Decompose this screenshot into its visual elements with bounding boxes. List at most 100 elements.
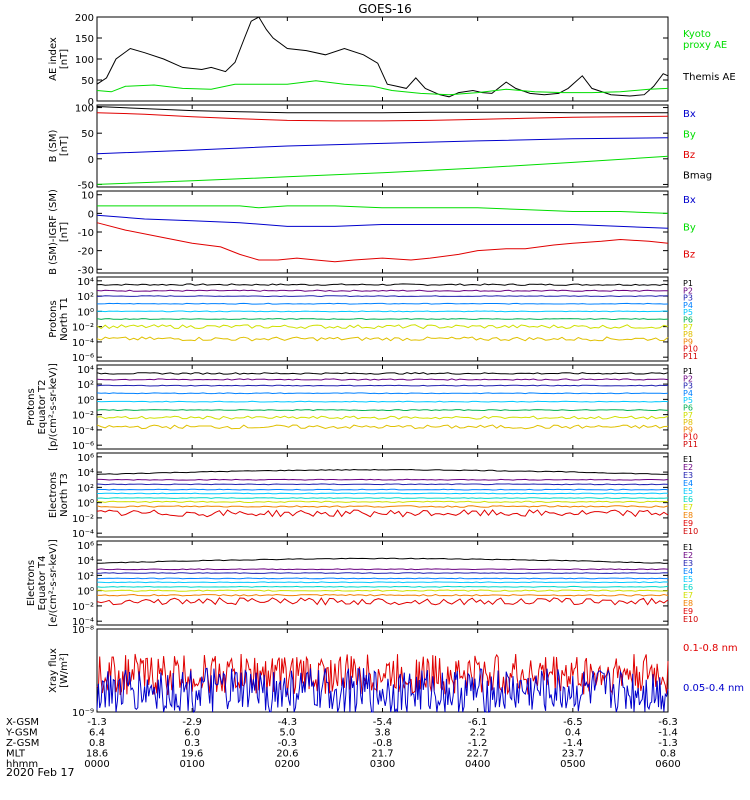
- y-tick-label: -50: [78, 180, 94, 191]
- series-p4: [97, 302, 669, 305]
- y-tick-label: 100: [75, 104, 94, 115]
- legend-entry: Bz: [683, 250, 695, 261]
- legend-entry: By: [683, 130, 696, 141]
- series-p2: [96, 378, 669, 381]
- legend-entry: P10: [683, 433, 698, 442]
- legend-entry: E7: [683, 591, 693, 600]
- legend-entry: P5: [683, 308, 693, 317]
- y-axis-label: [nT]: [59, 136, 70, 156]
- legend-entry: Bx: [683, 109, 696, 120]
- y-axis-label: Equator T4: [37, 556, 48, 611]
- y-tick-label: 10⁻²: [72, 411, 94, 422]
- series-p3: [96, 295, 669, 298]
- series-p6: [96, 409, 669, 412]
- legend-entry: 0.1-0.8 nm: [683, 643, 738, 654]
- ephemeris-value: -6.3: [658, 717, 678, 728]
- series-e9: [96, 509, 669, 518]
- y-axis-label: Electrons: [26, 560, 37, 606]
- series-p5: [96, 400, 669, 403]
- ephemeris-value: 0.8: [89, 738, 105, 749]
- legend-entry: Bx: [683, 195, 696, 206]
- y-axis-label: Equator T2: [37, 380, 48, 435]
- legend-entry: Bz: [683, 150, 695, 161]
- series-themis-ae: [96, 16, 669, 98]
- ephemeris-row-label: MLT: [6, 749, 26, 760]
- legend-entry: E6: [683, 583, 693, 592]
- ephemeris-value: -5.4: [373, 717, 393, 728]
- ephemeris-value: -4.3: [278, 717, 298, 728]
- y-tick-label: 10⁰: [77, 307, 94, 318]
- series-e9: [96, 597, 669, 606]
- panel-frame: [96, 364, 669, 450]
- ephemeris-value: -0.3: [278, 738, 298, 749]
- ephemeris-value: 3.8: [375, 728, 391, 739]
- ephemeris-table: X-GSM -1.3 -2.9 -4.3 -5.4 -6.1 -6.5 -6.3 Y-GSM 6.…: [5, 717, 681, 770]
- legend-entry: E8: [683, 599, 693, 608]
- ephemeris-value: 23.7: [562, 749, 584, 760]
- legend-entry: E2: [683, 551, 693, 560]
- ephemeris-value: 20.6: [276, 749, 298, 760]
- y-tick-label: 10²: [77, 483, 94, 494]
- ephemeris-value: 0200: [275, 759, 300, 770]
- y-tick-label: 10⁻²: [72, 602, 94, 613]
- panel-pn: 10⁴ 10² 10⁰ 10⁻² 10⁻⁴ 10⁻⁶ Protons North T1 P1P2…: [48, 276, 698, 364]
- legend-entry: P8: [683, 330, 693, 339]
- series-kyoto-proxy-ae: [96, 80, 669, 96]
- y-tick-label: 10⁻⁸: [72, 625, 94, 636]
- y-tick-label: 10⁻²: [72, 514, 94, 525]
- ephemeris-value: 0300: [370, 759, 395, 770]
- legend-entry: P4: [683, 389, 693, 398]
- ephemeris-row-label: Y-GSM: [5, 728, 38, 739]
- legend-entry: P6: [683, 404, 693, 413]
- panel-frame: [96, 540, 669, 626]
- legend-entry: Kyoto: [683, 29, 711, 40]
- y-tick-label: 10⁻⁴: [72, 426, 94, 437]
- legend-entry: P9: [683, 337, 693, 346]
- y-tick-label: 10⁻²: [72, 323, 94, 334]
- ephemeris-value: 0000: [84, 759, 109, 770]
- ephemeris-value: 2.2: [470, 728, 486, 739]
- y-tick-label: 10⁻⁴: [72, 617, 94, 628]
- series-p5: [96, 310, 669, 313]
- series-p4: [96, 392, 669, 395]
- series-p8: [96, 336, 669, 342]
- y-tick-label: 10⁻⁶: [72, 353, 94, 364]
- y-axis-label: B (SM): [48, 129, 59, 162]
- y-tick-label: 10⁶: [77, 453, 94, 464]
- series-bmag: [96, 106, 668, 114]
- series-e3: [96, 483, 669, 486]
- ephemeris-value: -1.4: [658, 728, 678, 739]
- legend-entry: E3: [683, 471, 693, 480]
- legend-entry: 0.05-0.4 nm: [683, 683, 744, 694]
- series-e8: [96, 593, 669, 597]
- y-tick-label: 10⁰: [77, 395, 94, 406]
- ephemeris-value: -1.3: [87, 717, 107, 728]
- legend-entry: Themis AE: [682, 72, 736, 83]
- legend-entry: P7: [683, 323, 693, 332]
- series-e5: [97, 492, 669, 495]
- legend-entry: E6: [683, 495, 693, 504]
- series-e6: [96, 497, 669, 499]
- legend-entry: P2: [683, 374, 693, 383]
- legend-entry: E5: [683, 487, 693, 496]
- y-tick-label: 10⁴: [77, 468, 94, 479]
- plot-title: GOES-16: [358, 2, 412, 16]
- legend-entry: P5: [683, 396, 693, 405]
- y-axis-label: [p/(cm²-s-sr-keV)]: [48, 363, 59, 451]
- legend-entry: E3: [683, 559, 693, 568]
- series-bx: [96, 214, 669, 229]
- ephemeris-value: -1.2: [468, 738, 488, 749]
- y-tick-label: 200: [75, 13, 94, 24]
- series-e1: [96, 557, 669, 564]
- y-axis-label: Electrons: [48, 472, 59, 518]
- series-e7: [96, 589, 669, 592]
- series-e8: [96, 505, 669, 508]
- series-e6: [96, 585, 669, 588]
- series-e4: [96, 488, 669, 491]
- y-tick-label: 0: [88, 97, 94, 108]
- panel-frame: [96, 190, 669, 274]
